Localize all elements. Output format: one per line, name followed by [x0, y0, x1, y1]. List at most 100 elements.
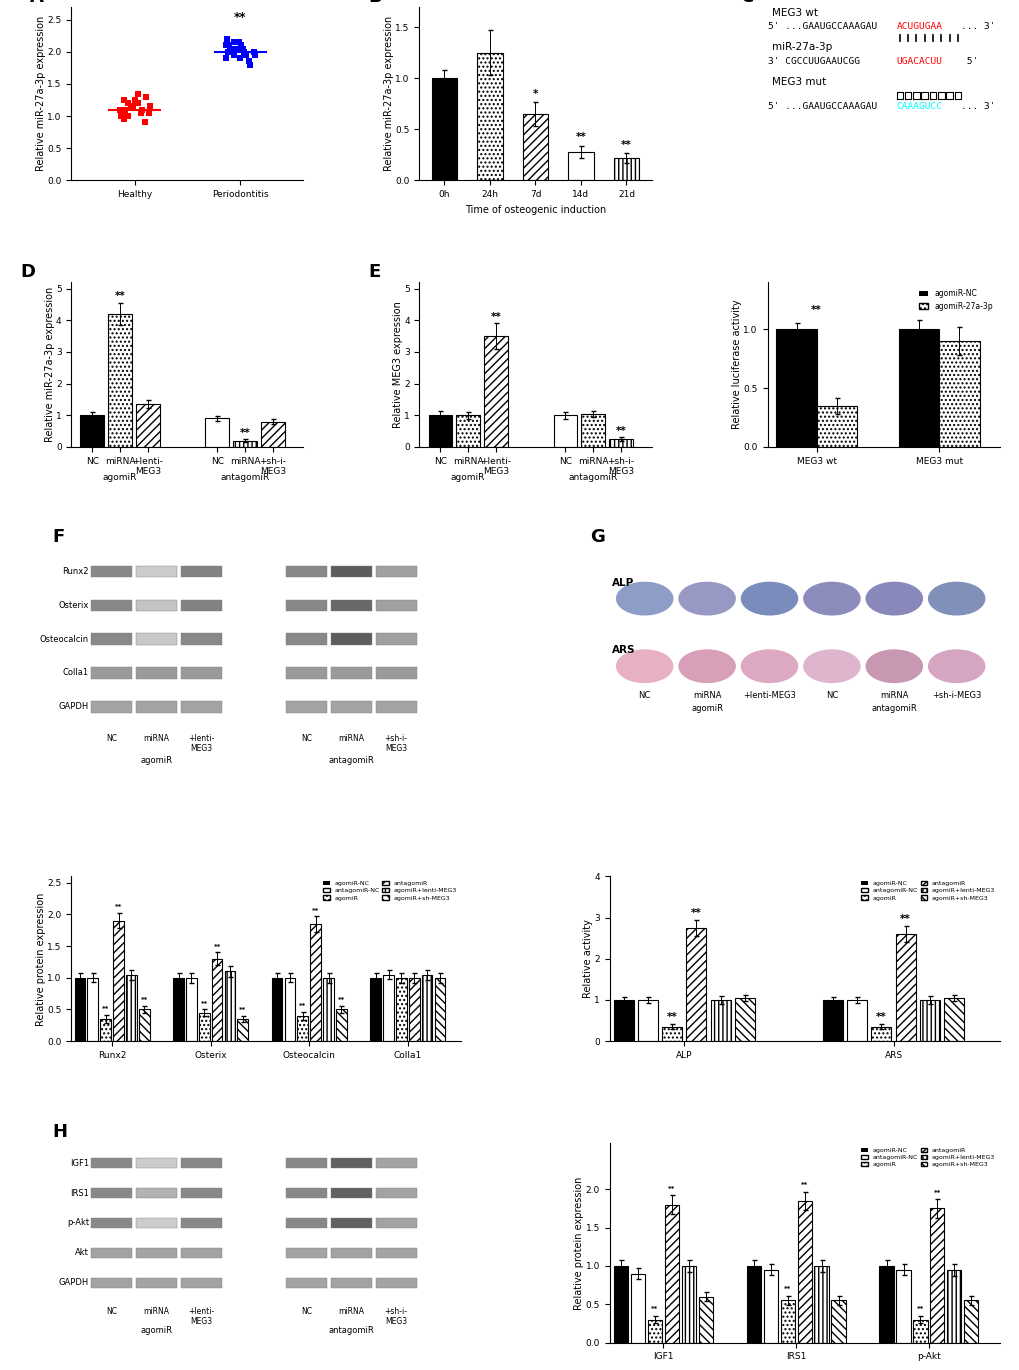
Bar — [139, 1010, 150, 1041]
Text: NC: NC — [106, 1307, 117, 1315]
X-axis label: Time of osteogenic induction: Time of osteogenic induction — [465, 204, 605, 215]
Circle shape — [803, 649, 859, 682]
Point — [222, 41, 238, 63]
Bar — [261, 422, 284, 447]
Text: ACUGUGAA: ACUGUGAA — [896, 22, 942, 32]
Bar — [180, 1188, 221, 1199]
Bar — [180, 667, 221, 680]
Point — [115, 108, 131, 130]
Text: agomiR: agomiR — [140, 756, 172, 766]
Bar — [285, 1218, 326, 1228]
Text: agomiR: agomiR — [450, 473, 485, 482]
Bar — [734, 997, 754, 1041]
Text: **: ** — [312, 907, 319, 914]
Point — [225, 32, 242, 53]
Point — [137, 111, 153, 133]
Point — [227, 37, 244, 59]
Point — [133, 99, 150, 121]
Text: **: ** — [201, 1000, 208, 1007]
Circle shape — [741, 582, 797, 615]
Text: **: ** — [800, 1182, 807, 1188]
Bar — [375, 701, 416, 712]
Point — [129, 92, 146, 114]
Bar — [581, 414, 604, 447]
Bar — [963, 1300, 977, 1343]
Text: NC: NC — [638, 690, 650, 700]
Bar — [409, 978, 419, 1041]
Text: **: ** — [916, 1306, 923, 1312]
Text: miRNA: miRNA — [143, 1307, 169, 1315]
Point — [221, 37, 237, 59]
Bar — [899, 329, 938, 447]
Bar — [108, 314, 131, 447]
Y-axis label: Relative luciferase activity: Relative luciferase activity — [732, 300, 742, 429]
Bar — [375, 633, 416, 645]
Point — [217, 47, 233, 68]
Text: 5': 5' — [960, 58, 977, 66]
Legend: agomiR-NC, antagomiR-NC, agomiR, antagomiR, agomiR+lenti-MEG3, agomiR+sh-MEG3: agomiR-NC, antagomiR-NC, agomiR, antagom… — [859, 1147, 996, 1169]
Text: +sh-i-
MEG3: +sh-i- MEG3 — [384, 1307, 408, 1326]
Point — [234, 37, 251, 59]
Bar — [330, 633, 371, 645]
Bar — [830, 1300, 845, 1343]
Bar — [180, 633, 221, 645]
Circle shape — [616, 582, 673, 615]
Text: Osteocalcin: Osteocalcin — [40, 634, 89, 644]
Bar — [91, 667, 131, 680]
Bar — [613, 1266, 628, 1343]
Text: CAAAGUCC: CAAAGUCC — [896, 103, 942, 111]
Text: 5' ...GAAUGCCAAAGAU: 5' ...GAAUGCCAAAGAU — [766, 103, 876, 111]
Bar — [205, 418, 229, 447]
Bar — [330, 1248, 371, 1258]
Bar — [233, 441, 257, 447]
Text: **: ** — [784, 1286, 791, 1292]
Bar — [285, 1278, 326, 1288]
Bar — [375, 1218, 416, 1228]
Text: **: ** — [337, 997, 344, 1003]
Y-axis label: Relative MEG3 expression: Relative MEG3 expression — [392, 301, 403, 427]
Text: **: ** — [810, 306, 821, 315]
Legend: agomiR-NC, antagomiR-NC, agomiR, antagomiR, agomiR+lenti-MEG3, agomiR+sh-MEG3: agomiR-NC, antagomiR-NC, agomiR, antagom… — [859, 880, 996, 901]
Bar — [298, 1015, 308, 1041]
Text: 5' ...GAAUGCCAAAGAU: 5' ...GAAUGCCAAAGAU — [766, 22, 876, 32]
Bar — [323, 978, 333, 1041]
Bar — [428, 415, 451, 447]
Bar — [136, 1188, 176, 1199]
Point — [231, 47, 248, 68]
Bar — [455, 415, 480, 447]
Text: miRNA: miRNA — [338, 734, 364, 743]
Bar — [370, 978, 381, 1041]
Bar — [664, 1204, 679, 1343]
Bar — [432, 78, 457, 181]
Bar — [180, 1248, 221, 1258]
Text: **: ** — [575, 133, 586, 142]
Text: ALP: ALP — [611, 578, 633, 588]
Text: NC: NC — [106, 734, 117, 743]
Text: F: F — [52, 529, 64, 547]
Bar — [330, 600, 371, 611]
Bar — [136, 566, 176, 577]
Text: miRNA: miRNA — [879, 690, 908, 700]
Point — [237, 44, 254, 66]
Point — [242, 53, 258, 75]
Bar — [330, 701, 371, 712]
Bar — [647, 1319, 661, 1343]
Bar — [484, 336, 507, 447]
Bar — [375, 1248, 416, 1258]
Circle shape — [679, 582, 735, 615]
Bar — [136, 701, 176, 712]
Point — [220, 34, 236, 56]
Bar — [568, 152, 593, 181]
Y-axis label: Relative protein expression: Relative protein expression — [36, 892, 46, 1026]
Point — [133, 101, 150, 123]
Bar — [330, 566, 371, 577]
Text: ... 3': ... 3' — [960, 103, 995, 111]
Bar — [180, 566, 221, 577]
Bar — [136, 1218, 176, 1228]
Circle shape — [865, 582, 921, 615]
Bar — [330, 1278, 371, 1288]
Point — [142, 96, 158, 118]
Text: G: G — [590, 529, 604, 547]
Bar — [285, 633, 326, 645]
Text: ARS: ARS — [611, 645, 635, 655]
